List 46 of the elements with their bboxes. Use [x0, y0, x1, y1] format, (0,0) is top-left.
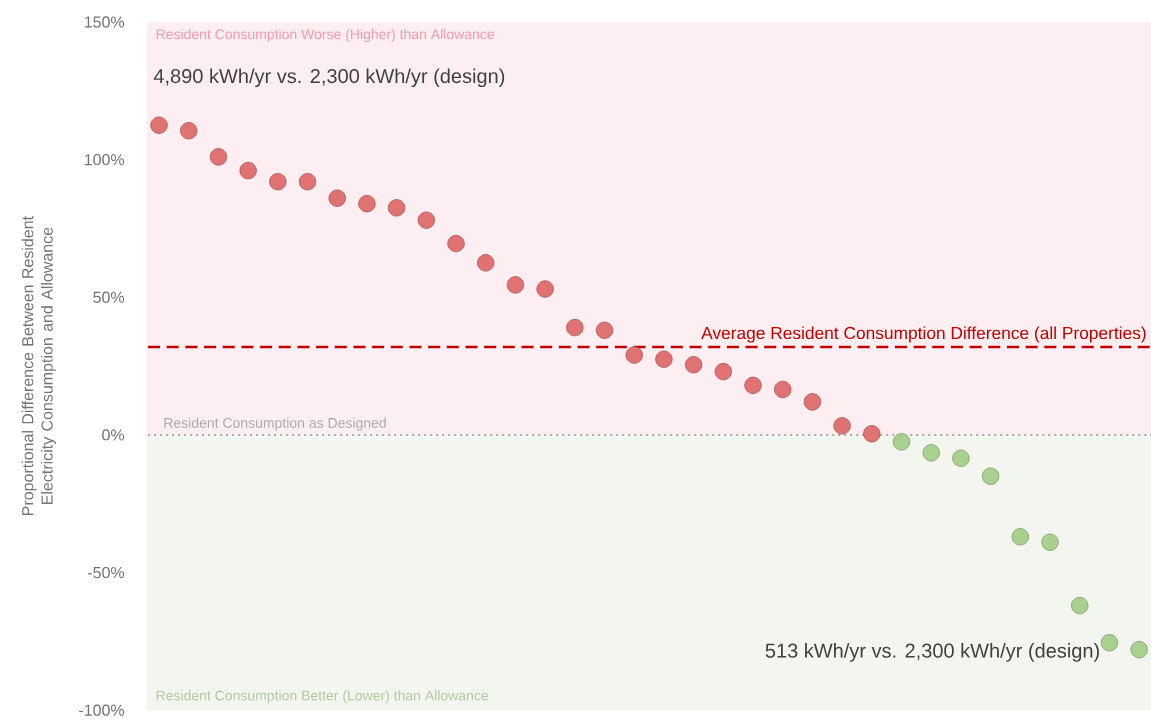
point — [892, 433, 911, 451]
point — [684, 355, 703, 374]
point — [447, 234, 465, 253]
y-tick-label: 0% — [102, 429, 125, 441]
point — [209, 148, 228, 166]
point — [1041, 533, 1059, 551]
point — [1100, 633, 1119, 652]
y-tick-label: 50% — [93, 291, 125, 303]
y-tick-label: -100% — [79, 704, 125, 716]
y-tick-label: 100% — [84, 153, 125, 166]
point — [774, 380, 792, 399]
point — [952, 449, 970, 467]
point — [595, 321, 614, 339]
point — [833, 417, 851, 435]
point — [1071, 596, 1089, 615]
point — [387, 199, 406, 217]
point — [863, 425, 881, 443]
point — [417, 211, 435, 229]
point — [655, 350, 673, 368]
point — [298, 172, 317, 191]
ref-line-label: Average Resident Consumption Difference (all Properties) — [701, 326, 1146, 343]
band-label: Resident Consumption Better (Lower) than Allowance — [156, 690, 489, 704]
point — [269, 172, 287, 191]
point — [358, 194, 376, 213]
point — [566, 318, 584, 337]
y-tick-label: 150% — [84, 16, 125, 28]
point — [922, 444, 940, 462]
point — [506, 276, 525, 294]
point — [180, 121, 198, 140]
point — [803, 393, 822, 411]
y-tick-label: -50% — [88, 566, 125, 579]
point — [150, 116, 168, 134]
point — [477, 254, 495, 272]
point — [239, 161, 257, 180]
ref-line-label: Resident Consumption as Designed — [164, 417, 386, 431]
point — [714, 362, 732, 381]
annotation: 4,890 kWh/yr vs. 2,300 kWh/yr (design) — [153, 68, 505, 87]
point — [744, 376, 762, 394]
point — [536, 280, 554, 298]
point — [981, 467, 1000, 485]
point — [1011, 528, 1029, 546]
annotation: 513 kWh/yr vs. 2,300 kWh/yr (design) — [765, 643, 1099, 662]
band-label: Resident Consumption Worse (Higher) than Allowance — [156, 28, 494, 42]
point — [328, 189, 346, 207]
point — [625, 346, 643, 364]
y-axis-title: Proportional Difference Between Resident Electricity Consumption and Allowance — [21, 215, 56, 515]
